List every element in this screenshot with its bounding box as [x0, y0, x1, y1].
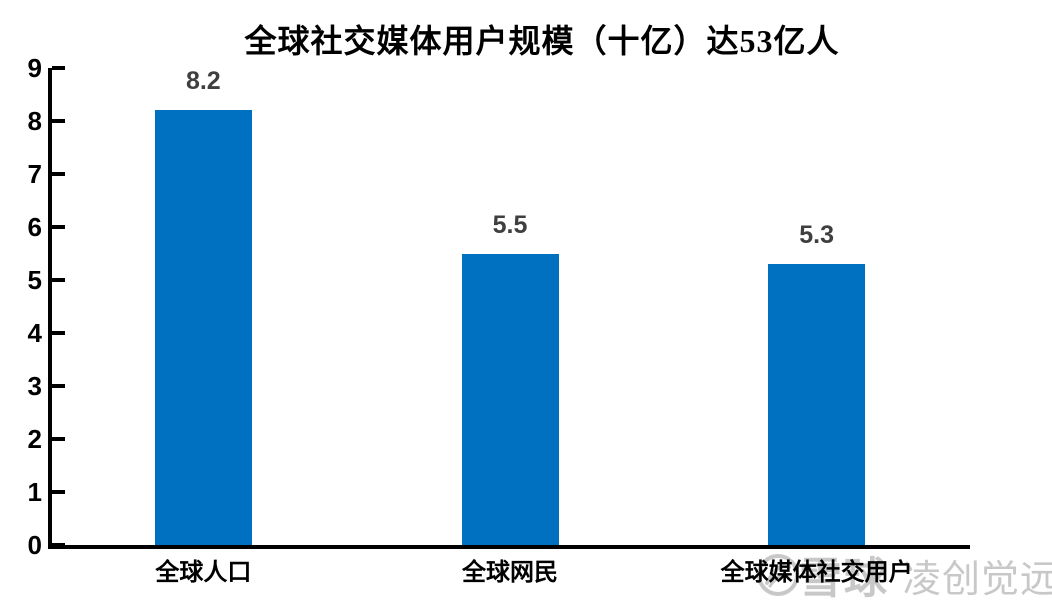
watermark: 雪球 凌创觉远	[755, 549, 1052, 603]
y-tick	[52, 66, 65, 70]
watermark-account: 凌创觉远	[903, 558, 1052, 601]
y-tick	[52, 331, 65, 335]
y-tick-label: 2	[27, 424, 42, 454]
bar-value-label: 5.3	[799, 221, 835, 250]
category-label: 全球媒体社交用户	[720, 560, 913, 586]
x-axis	[48, 545, 970, 549]
bar-1	[154, 110, 252, 545]
bar-3	[768, 264, 866, 545]
y-tick-label: 1	[27, 477, 42, 507]
bar-2	[461, 253, 559, 545]
y-tick-label: 5	[27, 265, 42, 295]
y-tick-label: 4	[27, 318, 42, 348]
y-axis	[48, 68, 52, 549]
xueqiu-logo-icon	[757, 554, 799, 596]
y-tick	[52, 172, 65, 176]
y-tick	[52, 119, 65, 123]
y-tick	[52, 437, 65, 441]
y-tick-label: 3	[27, 371, 42, 401]
y-tick	[52, 278, 65, 282]
y-tick-label: 0	[27, 530, 42, 560]
y-tick-label: 6	[27, 212, 42, 242]
bar-value-label: 5.5	[492, 210, 528, 239]
y-tick-label: 9	[27, 53, 42, 83]
category-label: 全球人口	[155, 560, 252, 586]
y-tick-label: 7	[27, 159, 42, 189]
bar-value-label: 8.2	[185, 67, 221, 96]
y-tick	[52, 384, 65, 388]
category-label: 全球网民	[462, 560, 558, 586]
y-tick-label: 8	[27, 106, 42, 136]
y-tick	[52, 225, 65, 229]
chart-title: 全球社交媒体用户规模（十亿）达53亿人	[244, 23, 840, 59]
y-tick	[52, 490, 65, 494]
watermark-brand: 雪球	[799, 555, 889, 603]
